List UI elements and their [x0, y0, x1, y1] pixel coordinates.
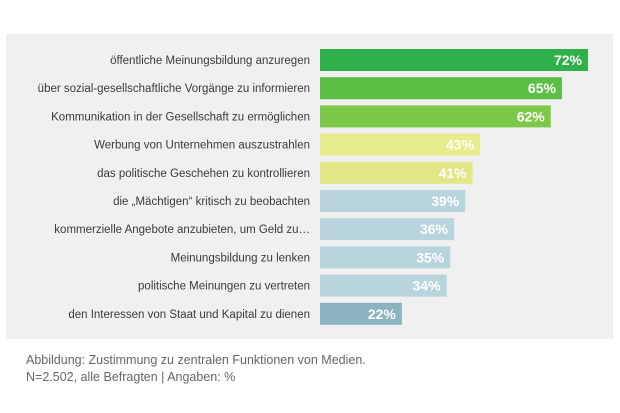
bar — [320, 274, 447, 297]
category-label: über sozial-gesellschaftliche Vorgänge z… — [38, 83, 310, 95]
category-label: das politische Geschehen zu kontrolliere… — [97, 168, 310, 180]
bar-value-label: 36% — [420, 221, 449, 237]
bar — [320, 77, 562, 100]
bar — [320, 246, 451, 269]
bar — [320, 133, 481, 156]
category-label: kommerzielle Angebote anzubieten, um Gel… — [54, 224, 310, 236]
bar-value-label: 39% — [431, 193, 460, 209]
bar — [320, 49, 588, 71]
bar-value-label: 72% — [554, 52, 583, 68]
category-label: Werbung von Unternehmen auszustrahlen — [94, 140, 310, 152]
category-label: Meinungsbildung zu lenken — [171, 252, 310, 264]
bar — [320, 302, 402, 325]
bar-value-label: 41% — [439, 165, 468, 181]
category-label: den Interessen von Staat und Kapital zu … — [68, 309, 310, 321]
bar-value-label: 22% — [368, 306, 397, 322]
bar-value-label: 65% — [528, 80, 557, 96]
bar-value-label: 34% — [413, 278, 442, 294]
category-label: öffentliche Meinungsbildung anzuregen — [110, 55, 310, 67]
bar-value-label: 62% — [517, 108, 546, 124]
category-label: Kommunikation in der Gesellschaft zu erm… — [51, 111, 310, 123]
bar — [320, 105, 551, 128]
bar-value-label: 43% — [446, 137, 475, 153]
chart-panel: öffentliche Meinungsbildung anzuregen 72%… — [6, 34, 613, 339]
bar-value-label: 35% — [416, 249, 445, 265]
bar-chart: öffentliche Meinungsbildung anzuregen 72%… — [38, 49, 588, 325]
bar — [320, 190, 466, 212]
bar — [320, 161, 473, 184]
figure-caption: Abbildung: Zustimmung zu zentralen Funkt… — [26, 353, 366, 384]
category-label: die „Mächtigen“ kritisch zu beobachten — [113, 196, 310, 208]
category-label: politische Meinungen zu vertreten — [138, 281, 310, 293]
bar — [320, 218, 454, 241]
